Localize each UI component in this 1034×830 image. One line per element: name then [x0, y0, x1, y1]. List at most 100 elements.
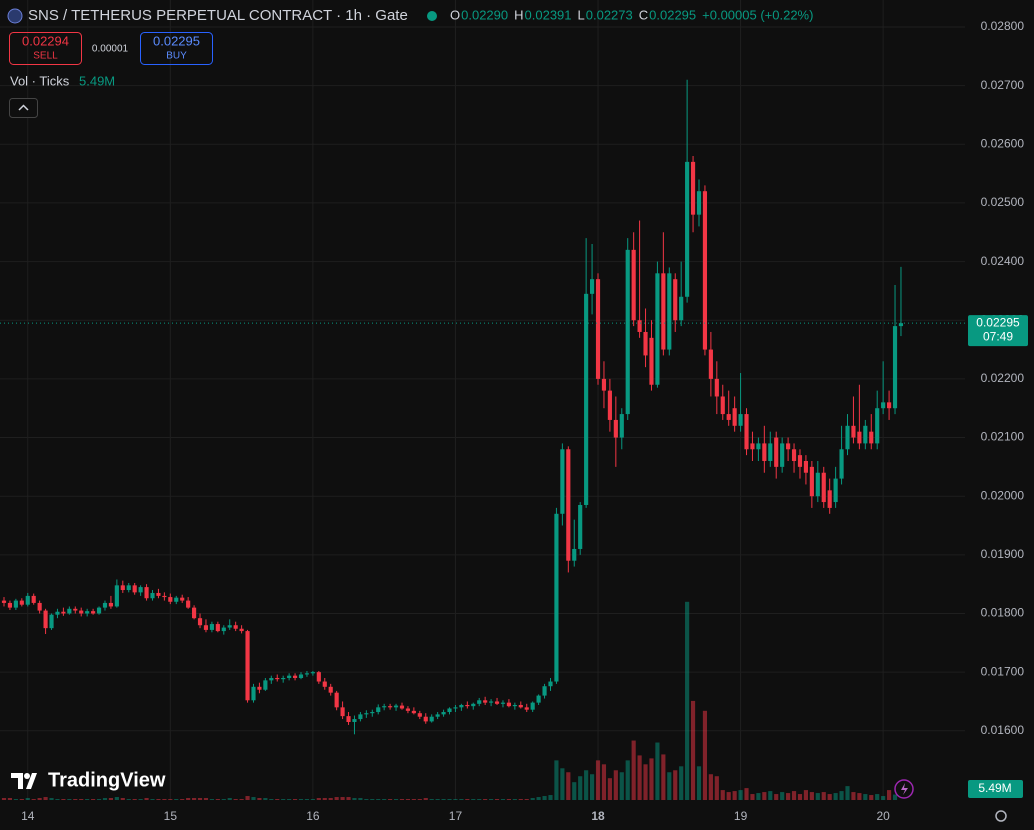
candle-body: [720, 396, 725, 415]
volume-bar: [786, 793, 791, 800]
candle-body: [388, 706, 393, 708]
volume-bar: [150, 799, 155, 800]
volume-bar: [768, 791, 773, 800]
candle-body: [298, 674, 304, 679]
candle-body: [477, 700, 482, 704]
candle-body: [494, 701, 500, 704]
candle-body: [613, 419, 618, 438]
volume-bar: [144, 798, 149, 800]
collapse-button[interactable]: [9, 98, 38, 118]
candle-body: [429, 716, 434, 722]
candle-body: [162, 595, 167, 598]
volume-legend: Vol · Ticks: [10, 73, 70, 88]
candle-body: [655, 273, 660, 385]
candle-body: [738, 414, 743, 426]
buy-button[interactable]: [140, 32, 213, 65]
candle-body: [156, 592, 161, 596]
x-tick-label: 15: [164, 809, 178, 823]
volume-bar: [180, 799, 185, 800]
volume-bar: [1, 798, 7, 800]
ohlc-change: +0.00005 (+0.22%): [702, 7, 813, 22]
candle-body: [91, 611, 96, 614]
candle-body: [245, 631, 250, 701]
candle-body: [578, 504, 583, 549]
candle-body: [536, 695, 541, 703]
volume-bar: [382, 799, 387, 800]
candle-body: [85, 611, 90, 614]
volume-bar: [554, 760, 559, 800]
candle-body: [589, 279, 595, 294]
volume-bar: [720, 790, 725, 800]
y-tick-label: 0.02700: [981, 78, 1025, 92]
candle-body: [595, 279, 601, 379]
sell-button[interactable]: [9, 32, 82, 65]
logo-icon: [11, 773, 37, 789]
volume-bar: [13, 799, 18, 800]
volume-bar: [607, 778, 612, 800]
candle-body: [774, 437, 779, 467]
volume-bar: [827, 794, 832, 800]
candle-body: [102, 602, 108, 608]
volume-bar: [881, 796, 886, 800]
volume-bar: [483, 799, 488, 800]
candle-body: [405, 708, 411, 711]
volume-bar: [96, 799, 102, 800]
volume-bar: [572, 782, 577, 800]
volume-bar: [138, 799, 143, 800]
candle-body: [257, 686, 262, 690]
volume-bar: [322, 798, 327, 800]
volume-bar: [732, 791, 737, 800]
volume-bar: [156, 799, 161, 800]
candle-body: [221, 627, 226, 632]
candle-body: [453, 707, 458, 709]
candle-body: [61, 611, 66, 614]
y-tick-label: 0.02800: [981, 19, 1025, 33]
volume-bar: [578, 776, 583, 800]
volume-bar: [631, 740, 636, 800]
volume-bar: [405, 799, 411, 800]
volume-bar: [49, 798, 54, 800]
candle-body: [887, 402, 892, 409]
volume-bar: [316, 798, 321, 800]
candle-body: [892, 326, 898, 409]
volume-bar: [19, 799, 24, 800]
volume-bar: [37, 798, 42, 800]
candle-body: [619, 414, 624, 438]
volume-bar: [803, 790, 809, 800]
candle-body: [524, 707, 529, 710]
candle-body: [696, 191, 702, 215]
volume-bar: [281, 799, 286, 800]
candle-body: [209, 624, 214, 630]
volume-bar: [376, 799, 381, 800]
volume-bar: [257, 798, 262, 800]
volume-bar: [863, 794, 868, 800]
volume-bar: [667, 772, 672, 800]
candle-body: [803, 460, 809, 473]
candle-body: [364, 713, 369, 715]
candle-body: [685, 161, 690, 297]
candle-body: [815, 472, 820, 497]
volume-bar: [108, 798, 114, 800]
buy-label: BUY: [166, 51, 187, 62]
candle-body: [465, 704, 470, 707]
volume-bar: [679, 766, 684, 800]
ohlc-label: L: [578, 7, 585, 22]
candle-body: [821, 472, 826, 503]
volume-bar: [489, 799, 494, 800]
volume-bar: [352, 798, 357, 800]
ohlc-label: H: [514, 7, 523, 22]
alert-icon[interactable]: [894, 779, 914, 799]
volume-bar: [774, 794, 779, 800]
settings-icon[interactable]: [995, 810, 1007, 822]
volume-bar: [714, 776, 719, 800]
candle-body: [382, 706, 387, 708]
y-tick-label: 0.02600: [981, 136, 1025, 150]
volume-bar: [364, 799, 369, 800]
candle-body: [144, 587, 149, 599]
volume-bar: [685, 601, 690, 800]
volume-bar: [209, 799, 214, 800]
candle-body: [233, 625, 238, 629]
volume-bar: [91, 799, 96, 800]
volume-bar: [251, 797, 256, 800]
